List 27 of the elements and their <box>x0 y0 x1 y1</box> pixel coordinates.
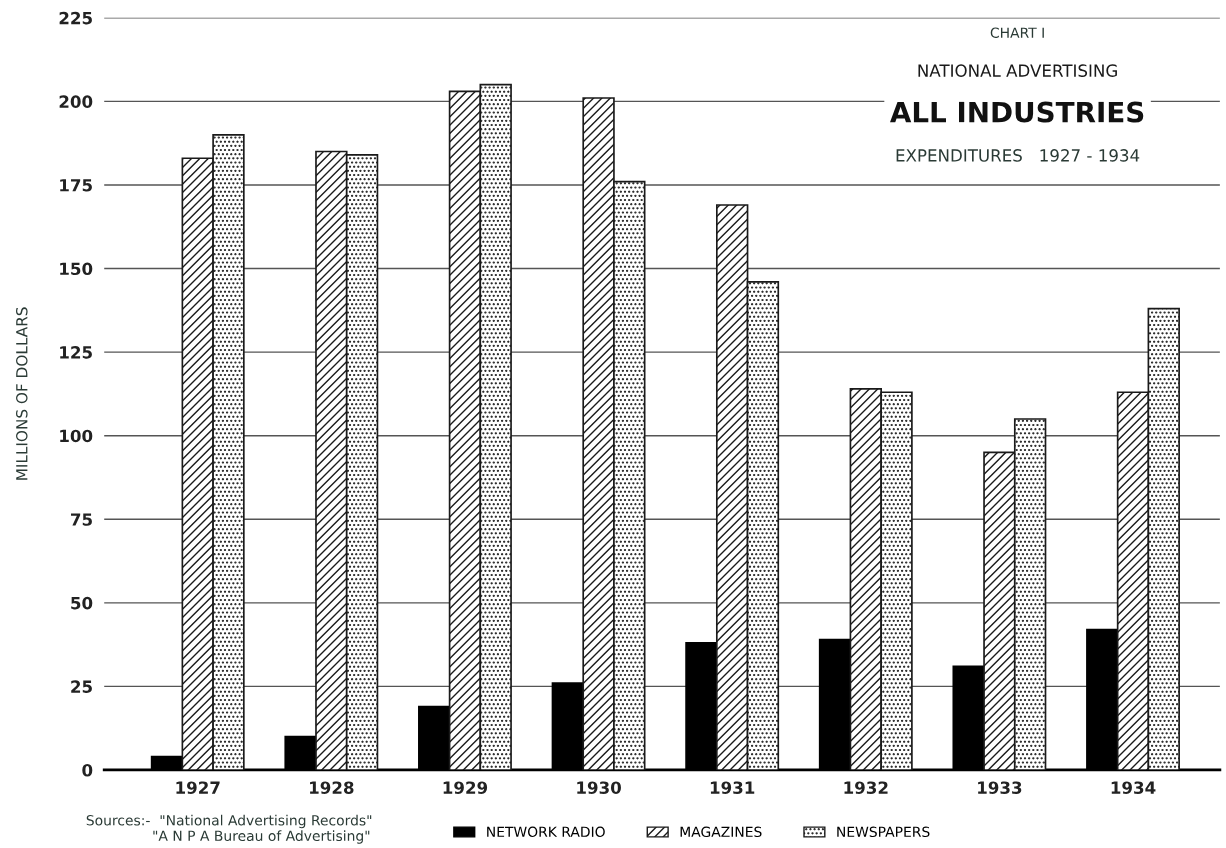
annotation: CHART I <box>990 27 1044 38</box>
x-tick-label: 1929 <box>443 781 488 794</box>
y-tick-label: 75 <box>71 513 92 526</box>
y-tick-label: 175 <box>60 179 92 192</box>
legend-label: NEWSPAPERS <box>837 826 930 838</box>
y-axis-title: MILLIONS OF DOLLARS <box>16 307 28 480</box>
legend-label: MAGAZINES <box>680 826 762 838</box>
x-tick-label: 1927 <box>176 781 220 794</box>
y-tick-label: 225 <box>59 11 92 25</box>
x-tick-label: 1934 <box>1111 781 1156 794</box>
x-tick-label: 1928 <box>310 781 354 794</box>
annotation: NATIONAL ADVERTISING <box>918 64 1117 77</box>
x-tick-label: 1930 <box>577 781 621 794</box>
y-tick-label: 150 <box>60 262 93 276</box>
text: EXPENDITURES 1927 - 1934 <box>896 149 1140 162</box>
y-tick-label: 50 <box>71 596 93 610</box>
source-note: Sources:- "National Advertising Records" "A N P A Bureau of Advertising" <box>86 814 372 844</box>
x-tick-label: 1933 <box>978 781 1022 794</box>
y-tick-label: 100 <box>60 429 93 443</box>
y-tick-label: 25 <box>71 680 92 693</box>
legend-label: NETWORK RADIO <box>487 826 605 838</box>
x-tick-label: 1931 <box>710 781 755 794</box>
y-tick-label: 0 <box>82 763 93 777</box>
y-tick-label: 125 <box>60 346 92 359</box>
x-tick-label: 1932 <box>844 781 888 794</box>
y-tick-label: 200 <box>59 95 93 108</box>
text: ALL INDUSTRIES <box>890 101 1144 123</box>
